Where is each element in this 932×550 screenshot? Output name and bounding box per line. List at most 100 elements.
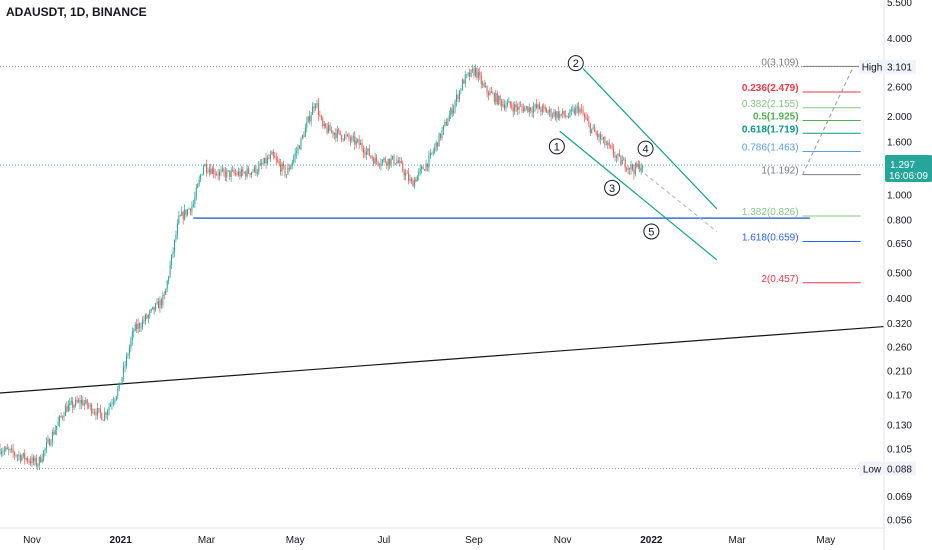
candle-body bbox=[557, 111, 559, 119]
candle-body bbox=[147, 315, 149, 319]
candle-body bbox=[387, 158, 389, 166]
candle-body bbox=[99, 408, 101, 414]
candle-body bbox=[98, 408, 100, 409]
candle-body bbox=[549, 109, 551, 112]
y-tick-label: 0.170 bbox=[887, 390, 912, 401]
candle-body bbox=[338, 129, 340, 131]
candle-body bbox=[165, 288, 167, 295]
candle-body bbox=[328, 125, 330, 133]
candle-body bbox=[314, 104, 317, 109]
candle-body bbox=[25, 458, 27, 460]
candle-body bbox=[390, 158, 392, 165]
candle-body bbox=[348, 134, 350, 139]
price-axis[interactable]: 5.500 4.000 2.600 2.000 1.600 1.000 0.800 0.650… bbox=[883, 0, 912, 550]
candle-body bbox=[201, 174, 203, 176]
current-price-value: 1.297 bbox=[890, 160, 915, 171]
candle-body bbox=[525, 106, 527, 108]
candle-body bbox=[377, 161, 379, 165]
candle-body bbox=[371, 156, 373, 159]
candle-body bbox=[160, 299, 162, 305]
candle-body bbox=[493, 93, 495, 102]
candle-body bbox=[214, 173, 216, 175]
candle-body bbox=[72, 401, 74, 408]
candle-body bbox=[349, 138, 351, 141]
candle-body bbox=[522, 107, 524, 112]
candle-body bbox=[393, 156, 395, 164]
y-tick-label: 4.000 bbox=[887, 34, 912, 45]
candle-body bbox=[120, 382, 122, 385]
candle-body bbox=[470, 69, 472, 77]
candle-body bbox=[473, 69, 475, 76]
candle-body bbox=[213, 168, 215, 174]
candle-body bbox=[237, 171, 239, 176]
time-axis[interactable]: Nov 2021 Mar May Jul Sep Nov 2022 Mar May bbox=[0, 527, 884, 546]
candle-body bbox=[216, 173, 218, 175]
x-tick-label: Mar bbox=[198, 535, 216, 546]
candle-body bbox=[441, 130, 443, 139]
candle-body bbox=[117, 388, 119, 397]
channel-lines[interactable] bbox=[559, 68, 718, 261]
candle-body bbox=[79, 400, 81, 404]
candle-body bbox=[262, 163, 264, 165]
candle-body bbox=[242, 169, 244, 173]
x-tick-label: 2021 bbox=[110, 535, 133, 546]
candle-body bbox=[157, 301, 159, 309]
candle-body bbox=[275, 157, 277, 160]
candle-body bbox=[159, 299, 161, 309]
candle-body bbox=[624, 159, 626, 169]
fib-level-label: 0.618(1.719) bbox=[742, 124, 799, 135]
candle-body bbox=[95, 412, 97, 416]
candle-body bbox=[458, 90, 460, 100]
y-tick-label: 0.800 bbox=[887, 216, 912, 227]
candle-body bbox=[544, 107, 546, 110]
candle-body bbox=[169, 265, 171, 277]
trendline[interactable] bbox=[0, 325, 885, 394]
candle-body bbox=[489, 91, 491, 96]
candle-body bbox=[559, 113, 561, 119]
candle-body bbox=[168, 276, 170, 281]
candle-body bbox=[432, 151, 434, 153]
y-tick-label: 2.600 bbox=[887, 83, 912, 94]
candle-body bbox=[386, 162, 388, 166]
candle-body bbox=[197, 184, 199, 188]
candle-body bbox=[416, 175, 418, 182]
candle-body bbox=[460, 90, 462, 91]
wave-label-text: 1 bbox=[554, 141, 560, 153]
candle-body bbox=[546, 109, 548, 113]
candle-body bbox=[127, 354, 129, 357]
wave-label-text: 4 bbox=[642, 144, 648, 156]
candle-body bbox=[189, 208, 191, 212]
candle-body bbox=[547, 111, 549, 113]
candle-body bbox=[566, 116, 568, 118]
candle-body bbox=[200, 175, 202, 180]
candle-body bbox=[0, 448, 1, 454]
candle-body bbox=[88, 405, 90, 407]
candle-body bbox=[530, 107, 532, 112]
candle-body bbox=[37, 465, 39, 467]
low-badge-tag bbox=[859, 461, 886, 476]
candle-body bbox=[486, 86, 488, 93]
candle-body bbox=[133, 330, 135, 333]
candle-body bbox=[527, 106, 529, 113]
candle-body bbox=[438, 133, 440, 147]
candle-body bbox=[291, 162, 293, 166]
candle-body bbox=[0, 452, 2, 454]
candle-body bbox=[456, 94, 458, 102]
candle-body bbox=[639, 164, 641, 172]
candle-body bbox=[469, 72, 471, 77]
y-tick-label: 1.600 bbox=[887, 137, 912, 148]
candle-body bbox=[307, 116, 309, 122]
candle-body bbox=[583, 114, 585, 118]
candle-body bbox=[575, 107, 577, 115]
y-tick-label: 0.056 bbox=[887, 516, 912, 527]
candle-body bbox=[93, 412, 96, 414]
dotted-reference-lines bbox=[0, 66, 884, 470]
candle-body bbox=[101, 413, 103, 420]
candle-body bbox=[51, 432, 53, 443]
candle-body bbox=[22, 452, 24, 457]
fib-extension[interactable]: 0(3.109) 0.236(2.479) 0.382(2.155)0.5(1.92… bbox=[742, 57, 861, 285]
candle-body bbox=[220, 170, 222, 173]
candle-body bbox=[304, 127, 306, 137]
x-tick-label: Jul bbox=[377, 535, 390, 546]
